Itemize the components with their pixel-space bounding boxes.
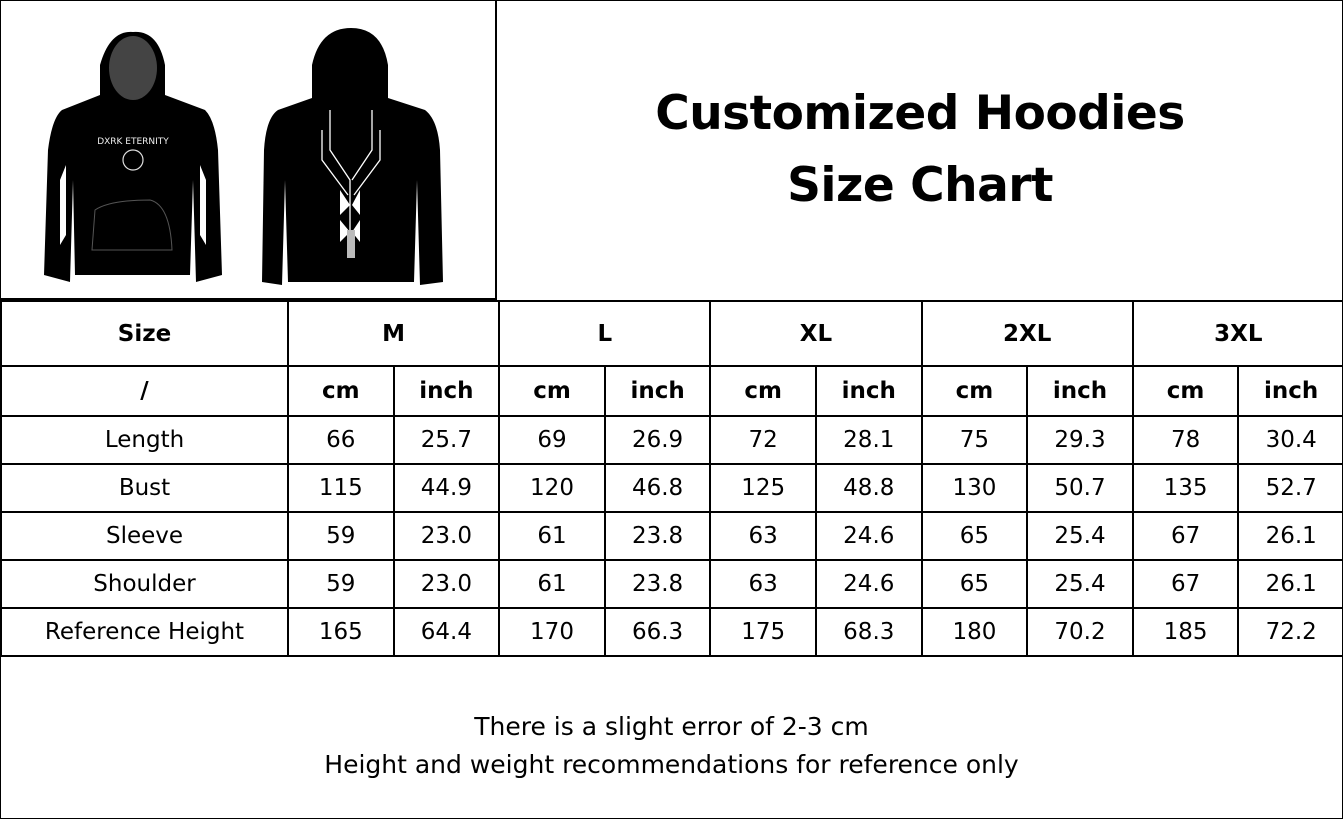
row-label: Length bbox=[0, 415, 289, 465]
table-cell: 170 bbox=[498, 607, 606, 657]
unit-cm: cm bbox=[920, 365, 1029, 417]
table-cell: 23.8 bbox=[603, 511, 712, 561]
hoodie-front: DXRK ETERNITY bbox=[44, 31, 222, 282]
table-cell: 52.7 bbox=[1237, 463, 1343, 513]
footer-line-1: There is a slight error of 2-3 cm bbox=[474, 712, 869, 741]
row-label: Reference Height bbox=[0, 607, 289, 657]
table-cell: 23.0 bbox=[392, 511, 501, 561]
table-cell: 48.8 bbox=[814, 463, 923, 513]
unit-cm: cm bbox=[709, 365, 817, 417]
table-row-shoulder: Shoulder 59 23.0 61 23.8 63 24.6 65 25.4 67 26.1 bbox=[0, 559, 1343, 609]
table-cell: 50.7 bbox=[1026, 463, 1134, 513]
hoodie-front-back-image: DXRK ETERNITY bbox=[44, 28, 443, 285]
unit-cm: cm bbox=[287, 365, 395, 417]
table-cell: 125 bbox=[709, 463, 817, 513]
table-cell: 29.3 bbox=[1026, 415, 1134, 465]
table-row-length: Length 66 25.7 69 26.9 72 28.1 75 29.3 78 30.4 bbox=[0, 415, 1343, 465]
title-line-1: Customized Hoodies bbox=[655, 86, 1185, 141]
size-header-l: L bbox=[498, 300, 712, 367]
row-label: Bust bbox=[0, 463, 289, 513]
front-print-text: DXRK ETERNITY bbox=[97, 137, 169, 147]
table-cell: 65 bbox=[920, 559, 1029, 609]
table-cell: 185 bbox=[1131, 607, 1240, 657]
table-cell: 23.8 bbox=[603, 559, 712, 609]
table-cell: 66 bbox=[287, 415, 395, 465]
table-cell: 130 bbox=[920, 463, 1029, 513]
chart-title: Customized Hoodies Size Chart bbox=[497, 0, 1343, 300]
unit-inch: inch bbox=[1237, 365, 1343, 417]
unit-inch: inch bbox=[392, 365, 501, 417]
table-cell: 65 bbox=[920, 511, 1029, 561]
table-cell: 26.9 bbox=[603, 415, 712, 465]
table-cell: 70.2 bbox=[1026, 607, 1134, 657]
table-cell: 59 bbox=[287, 511, 395, 561]
table-cell: 63 bbox=[709, 511, 817, 561]
table-cell: 67 bbox=[1131, 511, 1240, 561]
table-row-reference-height: Reference Height 165 64.4 170 66.3 175 68.3 180… bbox=[0, 607, 1343, 657]
unit-row-label: / bbox=[0, 365, 289, 417]
table-cell: 72.2 bbox=[1237, 607, 1343, 657]
unit-row: / cm inch cm inch cm inch cm inch cm inch bbox=[0, 365, 1343, 417]
table-cell: 24.6 bbox=[814, 559, 923, 609]
table-cell: 135 bbox=[1131, 463, 1240, 513]
table-cell: 59 bbox=[287, 559, 395, 609]
table-cell: 66.3 bbox=[603, 607, 712, 657]
table-cell: 115 bbox=[287, 463, 395, 513]
table-row-bust: Bust 115 44.9 120 46.8 125 48.8 130 50.7 135 52.7 bbox=[0, 463, 1343, 513]
unit-cm: cm bbox=[1131, 365, 1240, 417]
table-cell: 72 bbox=[709, 415, 817, 465]
table-cell: 78 bbox=[1131, 415, 1240, 465]
table-cell: 165 bbox=[287, 607, 395, 657]
title-line-2: Size Chart bbox=[787, 158, 1053, 213]
table-cell: 30.4 bbox=[1237, 415, 1343, 465]
table-cell: 24.6 bbox=[814, 511, 923, 561]
unit-inch: inch bbox=[814, 365, 923, 417]
table-cell: 68.3 bbox=[814, 607, 923, 657]
table-cell: 61 bbox=[498, 559, 606, 609]
table-cell: 26.1 bbox=[1237, 511, 1343, 561]
product-image-cell: DXRK ETERNITY bbox=[0, 0, 497, 300]
footer-line-2: Height and weight recommendations for re… bbox=[324, 750, 1019, 779]
footer-note: There is a slight error of 2-3 cm Height… bbox=[0, 669, 1343, 817]
size-header-m: M bbox=[286, 300, 501, 367]
unit-inch: inch bbox=[1026, 365, 1134, 417]
table-cell: 63 bbox=[709, 559, 817, 609]
row-label: Sleeve bbox=[0, 511, 289, 561]
size-header-2xl: 2XL bbox=[920, 300, 1134, 367]
size-header-row: Size M L XL 2XL 3XL bbox=[0, 300, 1343, 367]
size-header-xl: XL bbox=[709, 300, 923, 367]
table-cell: 69 bbox=[498, 415, 606, 465]
table-cell: 23.0 bbox=[392, 559, 501, 609]
size-header-3xl: 3XL bbox=[1131, 300, 1343, 367]
table-cell: 175 bbox=[709, 607, 817, 657]
table-cell: 25.4 bbox=[1026, 511, 1134, 561]
table-cell: 180 bbox=[920, 607, 1029, 657]
table-cell: 64.4 bbox=[392, 607, 501, 657]
table-cell: 25.4 bbox=[1026, 559, 1134, 609]
unit-inch: inch bbox=[603, 365, 712, 417]
table-cell: 46.8 bbox=[603, 463, 712, 513]
table-cell: 25.7 bbox=[392, 415, 501, 465]
row-label: Shoulder bbox=[0, 559, 289, 609]
size-header-label: Size bbox=[0, 300, 289, 367]
table-cell: 28.1 bbox=[814, 415, 923, 465]
size-table: Size M L XL 2XL 3XL / cm inch cm inch cm inch cm inch c… bbox=[0, 300, 1343, 657]
table-cell: 67 bbox=[1131, 559, 1240, 609]
table-cell: 44.9 bbox=[392, 463, 501, 513]
hoodie-back bbox=[262, 28, 443, 285]
unit-cm: cm bbox=[498, 365, 606, 417]
table-cell: 120 bbox=[498, 463, 606, 513]
table-cell: 75 bbox=[920, 415, 1029, 465]
table-row-sleeve: Sleeve 59 23.0 61 23.8 63 24.6 65 25.4 67 26.1 bbox=[0, 511, 1343, 561]
table-cell: 26.1 bbox=[1237, 559, 1343, 609]
table-cell: 61 bbox=[498, 511, 606, 561]
